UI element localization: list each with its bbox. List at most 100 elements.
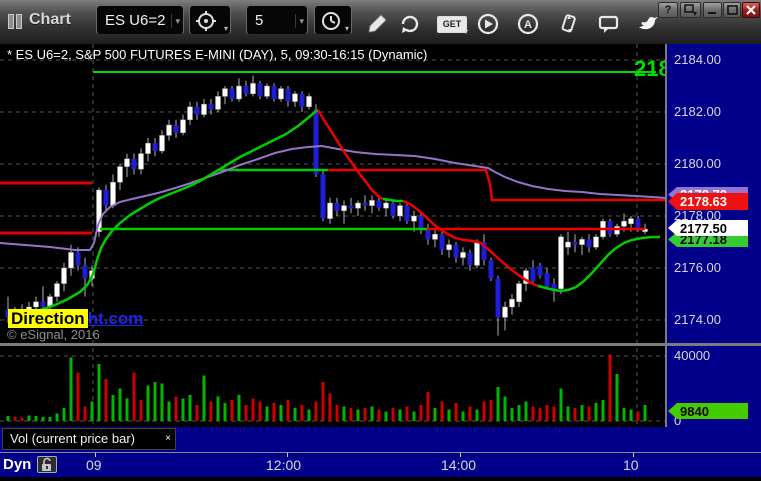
play-circle-icon [477,13,499,35]
candle-body [369,200,375,206]
volume-bar [251,398,255,421]
candle-body [33,301,39,308]
candle-body [495,278,501,318]
candle-body [222,88,228,97]
candle-body [264,85,270,97]
candle-body [565,241,571,248]
candle-body [68,252,74,269]
candle-body [124,158,130,167]
volume-bar [538,408,542,421]
pane-divider[interactable] [0,343,761,346]
price-axis[interactable]: 2184.00 2182.00 2180.00 2178.00 2176.00 2174.… [667,44,761,477]
price-badge: 2177.50 [668,220,748,236]
candle-body [327,202,333,219]
volume-bar [146,385,150,421]
candle-body [131,158,137,170]
candle-body [467,252,473,266]
draw-pencil-button[interactable] [366,13,388,35]
candle-body [460,252,466,258]
candle-body [82,265,88,279]
titlebar[interactable]: Chart ES U6=2 ▾ ▾ 5 ▾ [0,0,761,45]
candle-body [215,96,221,110]
volume-bar [468,406,472,421]
window-bottom-border [0,477,761,481]
share-twitter-button[interactable] [639,13,661,35]
time-template-button[interactable]: ▾ [314,5,352,35]
volume-bar [223,403,227,421]
volume-bar [111,395,115,421]
candle-body [488,260,494,279]
reload-button[interactable] [399,13,421,35]
chat-button[interactable] [598,13,620,35]
symbol-input[interactable]: ES U6=2 ▾ [96,5,184,35]
volume-bar [622,408,626,421]
volume-bar [69,357,73,421]
candle-body [341,205,347,212]
volume-bar [489,399,493,421]
maximize-button[interactable] [723,2,741,18]
close-tab-icon[interactable]: × [165,433,171,444]
volume-bar [132,372,136,421]
candle-body [439,234,445,250]
alerts-button[interactable]: A [517,13,539,35]
trade-ticket-button[interactable] [558,13,580,35]
candle-body [285,88,291,102]
chevron-down-icon: ▾ [223,24,228,33]
minimize-button[interactable] [703,2,722,18]
candle-body [474,241,480,266]
candle-body [271,86,277,99]
volume-bar [321,382,325,421]
time-tick [633,453,634,457]
candle-body [117,166,123,183]
chevron-down-icon[interactable]: ▾ [295,14,304,28]
candle-body [306,96,312,108]
volume-bar [342,406,346,421]
candle-body [593,236,599,248]
candle-body [96,189,102,232]
watermark-highlight: Direction [8,309,88,328]
volume-study-tab[interactable]: Vol (current price bar) × [2,428,176,450]
replay-button[interactable] [477,13,499,35]
globe-gear-icon [196,11,216,31]
volume-bar [307,409,311,421]
volume-bar [510,408,514,421]
get-data-button[interactable]: GET ▾ [437,16,468,36]
scale-lock-button[interactable] [37,456,57,473]
candle-body [579,239,585,245]
volume-bar [272,403,276,421]
clock-icon [322,12,340,30]
fast-trend-green-2 [382,197,403,203]
chart-title: * ES U6=2, S&P 500 FUTURES E-MINI (DAY),… [7,47,428,62]
volume-bar [160,383,164,421]
candle-body [187,106,193,121]
padlock-icon [42,457,51,471]
time-tick [460,453,461,457]
candle-body [138,153,144,170]
candle-body [243,86,249,94]
candle-body [635,218,641,229]
chart-canvas[interactable] [0,44,666,427]
chevron-down-icon[interactable]: ▾ [171,14,180,28]
fast-trend-red-1 [316,109,384,201]
candle-body [383,202,389,209]
volume-bar [447,409,451,421]
upper-stop-red [328,168,666,202]
svg-text:A: A [524,19,532,31]
volume-bar [118,388,122,421]
interval-input[interactable]: 5 ▾ [246,5,308,35]
chart-plot-area[interactable]: * ES U6=2, S&P 500 FUTURES E-MINI (DAY),… [0,44,666,427]
candle-body [516,283,522,303]
candle-body [446,244,452,251]
volume-bar [237,395,241,421]
candle-body [355,202,361,209]
volume-bar [566,406,570,421]
restore-panel-button[interactable] [680,2,701,18]
symbol-settings-button[interactable]: ▾ [189,5,231,35]
symbol-value: ES U6=2 [105,12,166,29]
close-button[interactable] [742,2,760,18]
help-button[interactable]: ? [658,2,678,18]
volume-bar [90,401,94,421]
watermark-link[interactable]: ht.com [87,309,144,328]
copyright-text: © eSignal, 2016 [7,327,100,342]
volume-bar [27,415,31,421]
